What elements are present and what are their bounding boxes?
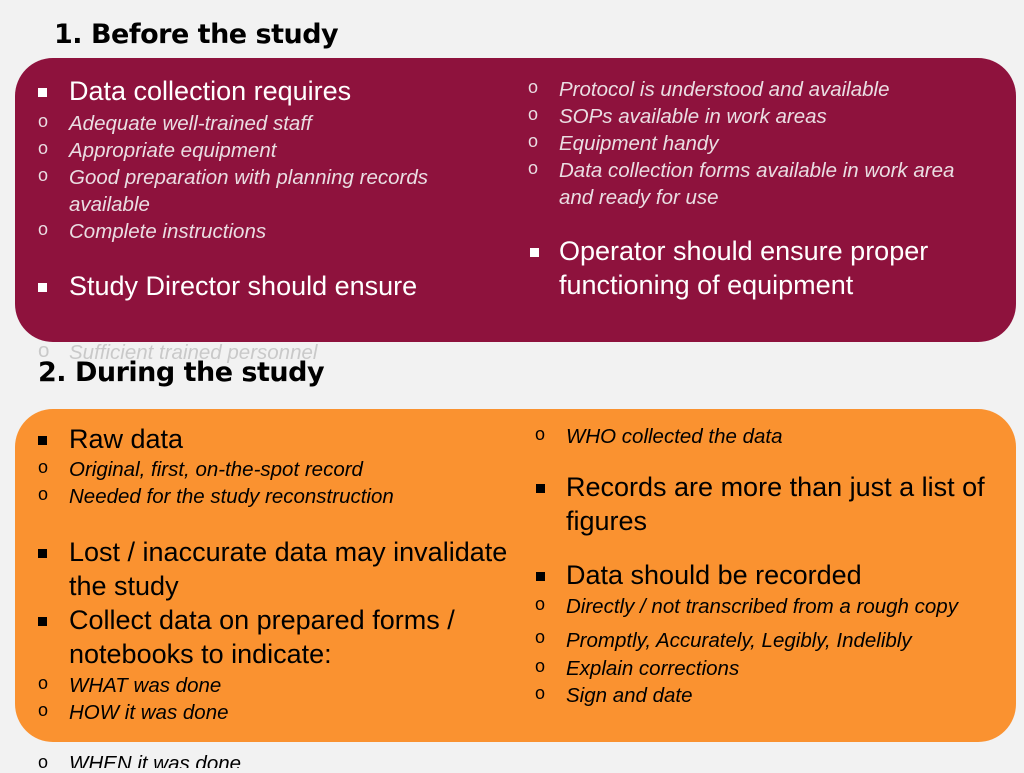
bullet-lost-data: Lost / inaccurate data may invalidate bbox=[69, 537, 508, 567]
circle-bullet-icon: o bbox=[38, 165, 49, 185]
circle-bullet-icon: o bbox=[528, 131, 539, 151]
sub-item-continued: and ready for use bbox=[559, 186, 719, 209]
bullet-operator-continued: functioning of equipment bbox=[559, 270, 854, 300]
circle-bullet-icon: o bbox=[535, 424, 546, 444]
circle-bullet-icon: o bbox=[535, 656, 546, 676]
sub-item: Complete instructions bbox=[69, 220, 267, 243]
sub-item: Original, first, on-the-spot record bbox=[69, 458, 363, 481]
section-1-heading: 1. Before the study bbox=[54, 19, 339, 50]
circle-bullet-icon: o bbox=[38, 484, 49, 504]
bullet-collect-data-continued: notebooks to indicate: bbox=[69, 639, 332, 669]
sub-item: Directly / not transcribed from a rough … bbox=[566, 595, 958, 618]
sub-item: SOPs available in work areas bbox=[559, 105, 827, 128]
square-bullet-icon bbox=[38, 613, 47, 631]
bullet-lost-data-continued: the study bbox=[69, 571, 179, 601]
circle-bullet-icon: o bbox=[535, 683, 546, 703]
square-bullet-icon bbox=[530, 244, 539, 262]
square-bullet-icon bbox=[38, 432, 47, 450]
circle-bullet-icon: o bbox=[535, 627, 546, 647]
bullet-data-collection-requires: Data collection requires bbox=[69, 76, 352, 106]
circle-bullet-icon: o bbox=[528, 104, 539, 124]
bullet-raw-data: Raw data bbox=[69, 424, 184, 454]
circle-bullet-icon: o bbox=[38, 138, 49, 158]
square-bullet-icon bbox=[38, 545, 47, 563]
before-study-panel bbox=[15, 58, 1016, 342]
sub-item: HOW it was done bbox=[69, 701, 229, 724]
sub-item: Protocol is understood and available bbox=[559, 78, 890, 101]
circle-bullet-icon: o bbox=[38, 752, 49, 772]
bullet-study-director: Study Director should ensure bbox=[69, 271, 418, 301]
bullet-data-recorded: Data should be recorded bbox=[566, 560, 862, 590]
section-2-heading: 2. During the study bbox=[38, 357, 325, 388]
sub-item: WHO collected the data bbox=[566, 425, 783, 448]
square-bullet-icon bbox=[536, 480, 545, 498]
sub-item: Appropriate equipment bbox=[69, 139, 277, 162]
circle-bullet-icon: o bbox=[535, 594, 546, 614]
bullet-operator: Operator should ensure proper bbox=[559, 236, 929, 266]
square-bullet-icon bbox=[536, 568, 545, 586]
circle-bullet-icon: o bbox=[38, 457, 49, 477]
square-bullet-icon bbox=[38, 84, 47, 102]
circle-bullet-icon: o bbox=[38, 700, 49, 720]
circle-bullet-icon: o bbox=[38, 339, 50, 362]
sub-item: WHAT was done bbox=[69, 674, 222, 697]
bullet-records: Records are more than just a list of bbox=[566, 472, 985, 502]
sub-item: Adequate well-trained staff bbox=[69, 112, 312, 135]
overflow-sub-item: WHEN it was done bbox=[69, 752, 242, 768]
sub-item: Sign and date bbox=[566, 684, 693, 707]
sub-item: Equipment handy bbox=[559, 132, 719, 155]
during-study-panel bbox=[15, 409, 1016, 742]
circle-bullet-icon: o bbox=[528, 158, 539, 178]
sub-item: Good preparation with planning records bbox=[69, 166, 428, 189]
circle-bullet-icon: o bbox=[38, 219, 49, 239]
sub-item: Explain corrections bbox=[566, 657, 740, 680]
sub-item: Data collection forms available in work … bbox=[559, 159, 955, 182]
circle-bullet-icon: o bbox=[38, 111, 49, 131]
square-bullet-icon bbox=[38, 279, 47, 297]
sub-item: Needed for the study reconstruction bbox=[69, 485, 394, 508]
circle-bullet-icon: o bbox=[528, 77, 539, 97]
bullet-collect-data: Collect data on prepared forms / bbox=[69, 605, 455, 635]
bullet-records-continued: figures bbox=[566, 506, 648, 536]
sub-item-continued: available bbox=[69, 193, 150, 216]
sub-item: Promptly, Accurately, Legibly, Indelibly bbox=[566, 629, 912, 652]
overflow-sub-item: Sufficient trained personnel bbox=[69, 341, 318, 364]
circle-bullet-icon: o bbox=[38, 673, 49, 693]
